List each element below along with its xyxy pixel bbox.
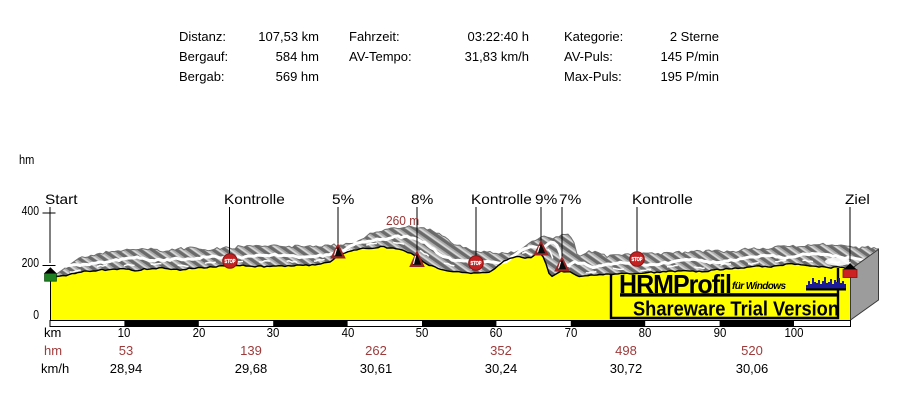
- svg-text:STOP: STOP: [225, 259, 236, 265]
- svg-text:Shareware Trial Version: Shareware Trial Version: [633, 298, 839, 321]
- svg-text:für Windows: für Windows: [732, 281, 786, 292]
- svg-text:STOP: STOP: [632, 257, 643, 263]
- svg-text:STOP: STOP: [471, 261, 482, 267]
